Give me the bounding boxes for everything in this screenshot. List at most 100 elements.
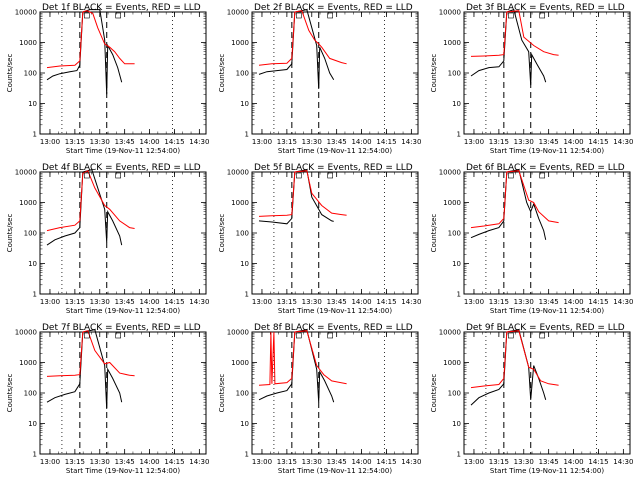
panel-det-5: Det 5f BLACK = Events, RED = LLD 1 10 100 10… xyxy=(218,163,421,315)
x-tick-label: 13:45 xyxy=(327,138,347,146)
x-tick-label: 13:30 xyxy=(302,138,322,146)
x-tick-label: 13:30 xyxy=(514,138,534,146)
x-tick-label: 13:30 xyxy=(302,458,322,466)
series-events-line xyxy=(258,9,335,89)
x-tick-label: 14:30 xyxy=(189,458,209,466)
x-tick-label: 13:00 xyxy=(252,298,272,306)
top-marker-box xyxy=(115,172,121,179)
x-tick-label: 14:30 xyxy=(189,298,209,306)
plot-frame xyxy=(39,171,207,295)
x-tick-label: 13:15 xyxy=(65,138,85,146)
x-tick-label: 13:15 xyxy=(277,138,297,146)
y-tick-label: 10 xyxy=(452,420,461,428)
x-tick-label: 13:00 xyxy=(40,138,60,146)
y-tick-label: 10 xyxy=(28,100,37,108)
plot-frame xyxy=(39,331,207,455)
x-tick-label: 14:15 xyxy=(164,458,184,466)
y-tick-label: 10000 xyxy=(15,169,37,177)
x-tick-label: 14:15 xyxy=(588,298,608,306)
x-tick-label: 14:00 xyxy=(563,458,583,466)
series-events-line xyxy=(46,329,123,409)
y-tick-label: 10000 xyxy=(15,329,37,337)
top-marker-box xyxy=(539,172,545,179)
panel-title: Det 4f BLACK = Events, RED = LLD xyxy=(42,163,201,173)
x-tick-label: 14:30 xyxy=(613,138,633,146)
series-events-line xyxy=(470,329,547,406)
x-axis-label: Start Time (19-Nov-11 12:54:00) xyxy=(490,467,604,475)
panel-det-6: Det 6f BLACK = Events, RED = LLD 1 10 100 10… xyxy=(430,163,633,315)
x-tick-label: 13:30 xyxy=(90,138,110,146)
x-tick-label: 13:45 xyxy=(327,458,347,466)
panel-det-7: Det 7f BLACK = Events, RED = LLD 1 10 100 10… xyxy=(6,323,209,475)
x-tick-label: 13:15 xyxy=(65,458,85,466)
y-tick-label: 100 xyxy=(448,70,461,78)
series-events-line xyxy=(46,9,123,95)
series-lld-line xyxy=(258,330,347,386)
x-tick-label: 14:00 xyxy=(563,298,583,306)
y-tick-label: 100 xyxy=(236,230,249,238)
y-tick-label: 10 xyxy=(240,260,249,268)
x-tick-label: 13:30 xyxy=(90,298,110,306)
top-marker-box xyxy=(84,172,90,179)
y-tick-label: 100 xyxy=(24,230,37,238)
y-tick-label: 1000 xyxy=(231,359,249,367)
top-marker-box xyxy=(84,332,90,339)
x-tick-label: 14:00 xyxy=(351,138,371,146)
y-tick-label: 10 xyxy=(452,260,461,268)
series-lld-line xyxy=(46,10,135,69)
x-tick-label: 14:00 xyxy=(351,458,371,466)
series-lld-line xyxy=(470,170,559,229)
top-marker-box xyxy=(296,332,302,339)
y-axis-label: Counts/sec xyxy=(218,214,226,253)
top-marker-box xyxy=(327,172,333,179)
x-tick-label: 14:15 xyxy=(376,458,396,466)
x-tick-label: 13:30 xyxy=(514,298,534,306)
y-tick-label: 1 xyxy=(457,451,461,459)
y-tick-label: 1000 xyxy=(443,359,461,367)
y-tick-label: 100 xyxy=(24,390,37,398)
series-events-line xyxy=(258,329,335,403)
y-tick-label: 100 xyxy=(448,390,461,398)
x-tick-label: 14:30 xyxy=(613,458,633,466)
top-marker-box xyxy=(296,12,302,19)
x-tick-label: 13:00 xyxy=(40,458,60,466)
x-tick-label: 13:30 xyxy=(514,458,534,466)
y-tick-label: 1 xyxy=(33,131,37,139)
plot-frame xyxy=(463,171,631,295)
top-marker-box xyxy=(508,172,514,179)
panel-det-2: Det 2f BLACK = Events, RED = LLD 1 10 100 10… xyxy=(218,3,421,155)
y-tick-label: 100 xyxy=(236,390,249,398)
y-tick-label: 1 xyxy=(245,291,249,299)
y-tick-label: 100 xyxy=(448,230,461,238)
y-tick-label: 1000 xyxy=(231,199,249,207)
y-tick-label: 10000 xyxy=(227,329,249,337)
x-tick-label: 13:15 xyxy=(489,138,509,146)
x-tick-label: 14:00 xyxy=(139,458,159,466)
top-marker-box xyxy=(508,12,514,19)
y-axis-label: Counts/sec xyxy=(218,54,226,93)
x-tick-label: 14:15 xyxy=(376,138,396,146)
panel-title: Det 7f BLACK = Events, RED = LLD xyxy=(42,323,201,333)
y-tick-label: 1 xyxy=(457,131,461,139)
panel-title: Det 8f BLACK = Events, RED = LLD xyxy=(254,323,413,333)
x-axis-label: Start Time (19-Nov-11 12:54:00) xyxy=(66,467,180,475)
y-tick-label: 1 xyxy=(457,291,461,299)
plot-frame xyxy=(251,11,419,135)
x-tick-label: 13:45 xyxy=(115,458,135,466)
panel-det-4: Det 4f BLACK = Events, RED = LLD 1 10 100 10… xyxy=(6,163,209,315)
x-tick-label: 14:30 xyxy=(401,138,421,146)
panel-title: Det 2f BLACK = Events, RED = LLD xyxy=(254,3,413,13)
x-tick-label: 13:45 xyxy=(115,298,135,306)
y-tick-label: 1 xyxy=(245,131,249,139)
x-axis-label: Start Time (19-Nov-11 12:54:00) xyxy=(278,307,392,315)
top-marker-box xyxy=(327,12,333,19)
x-tick-label: 14:15 xyxy=(164,298,184,306)
top-marker-box xyxy=(296,172,302,179)
y-tick-label: 100 xyxy=(236,70,249,78)
y-tick-label: 1 xyxy=(33,291,37,299)
y-axis-label: Counts/sec xyxy=(218,374,226,413)
x-tick-label: 14:00 xyxy=(139,138,159,146)
y-axis-label: Counts/sec xyxy=(430,54,438,93)
y-tick-label: 1 xyxy=(245,451,249,459)
x-tick-label: 14:00 xyxy=(351,298,371,306)
